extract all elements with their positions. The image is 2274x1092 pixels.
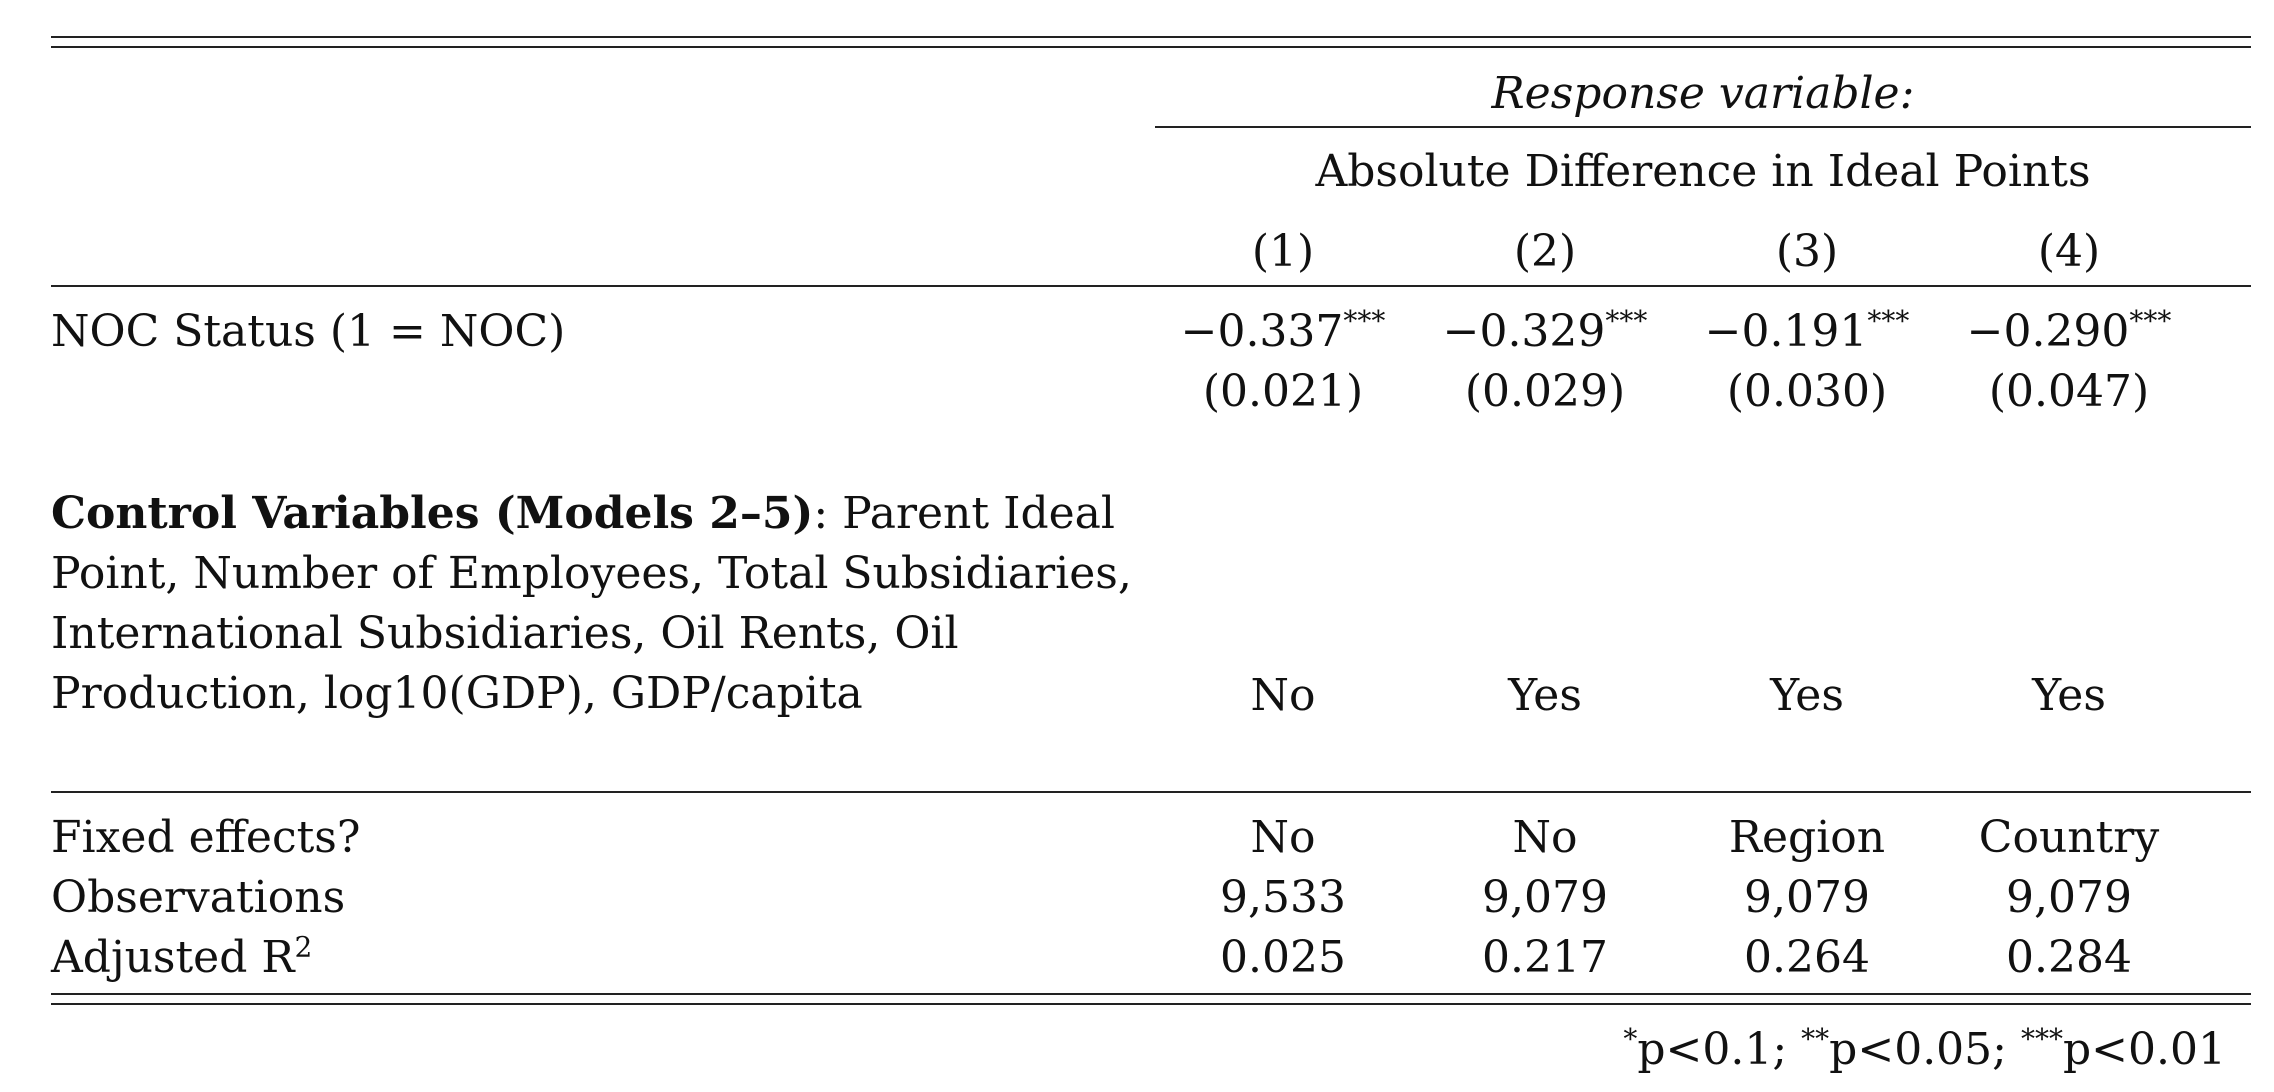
noc-se-3: (0.030) [1726,366,1888,417]
observations-label: Observations [51,872,346,923]
adjusted-r2-label: Adjusted R2 [51,930,313,983]
noc-coef-1: −0.337*** [1180,304,1386,357]
adjusted-r2-1: 0.025 [1220,932,1346,983]
controls-label-list: : Parent Ideal Point, Number of Employee… [51,488,1132,719]
controls-value-2: Yes [1508,670,1582,721]
stats-top-rule [51,791,2251,793]
observations-1: 9,533 [1220,872,1346,923]
response-underline [1155,126,2251,128]
bottom-rule-inner [51,1003,2251,1005]
bottom-rule-outer [51,993,2251,995]
model-number-1: (1) [1251,226,1315,277]
model-number-3: (3) [1775,226,1839,277]
top-rule-outer [51,36,2251,38]
adjusted-r2-4: 0.284 [2006,932,2132,983]
adjusted-r2-3: 0.264 [1744,932,1870,983]
noc-se-2: (0.029) [1464,366,1626,417]
fixed-effects-label: Fixed effects? [51,812,361,863]
observations-3: 9,079 [1744,872,1870,923]
noc-se-4: (0.047) [1988,366,2150,417]
controls-value-1: No [1250,670,1316,721]
noc-coef-2: −0.329*** [1442,304,1648,357]
controls-label-bold: Control Variables (Models 2–5) [51,488,814,539]
noc-coef-4: −0.290*** [1966,304,2172,357]
fixed-effects-4: Country [1978,812,2160,863]
controls-value-4: Yes [2032,670,2106,721]
response-variable-name: Absolute Difference in Ideal Points [1315,146,2091,197]
significance-note: *p<0.1; **p<0.05; ***p<0.01 [1623,1022,2226,1075]
model-number-4: (4) [2037,226,2101,277]
noc-status-label: NOC Status (1 = NOC) [51,306,566,357]
noc-coef-3: −0.191*** [1704,304,1910,357]
fixed-effects-2: No [1512,812,1578,863]
header-bottom-rule [51,285,2251,287]
fixed-effects-3: Region [1728,812,1886,863]
fixed-effects-1: No [1250,812,1316,863]
observations-4: 9,079 [2006,872,2132,923]
controls-value-3: Yes [1770,670,1844,721]
model-number-2: (2) [1513,226,1577,277]
observations-2: 9,079 [1482,872,1608,923]
controls-label: Control Variables (Models 2–5): Parent I… [51,484,1161,724]
adjusted-r2-2: 0.217 [1482,932,1608,983]
noc-se-1: (0.021) [1202,366,1364,417]
top-rule-inner [51,46,2251,48]
response-variable-label: Response variable: [1491,68,1915,119]
